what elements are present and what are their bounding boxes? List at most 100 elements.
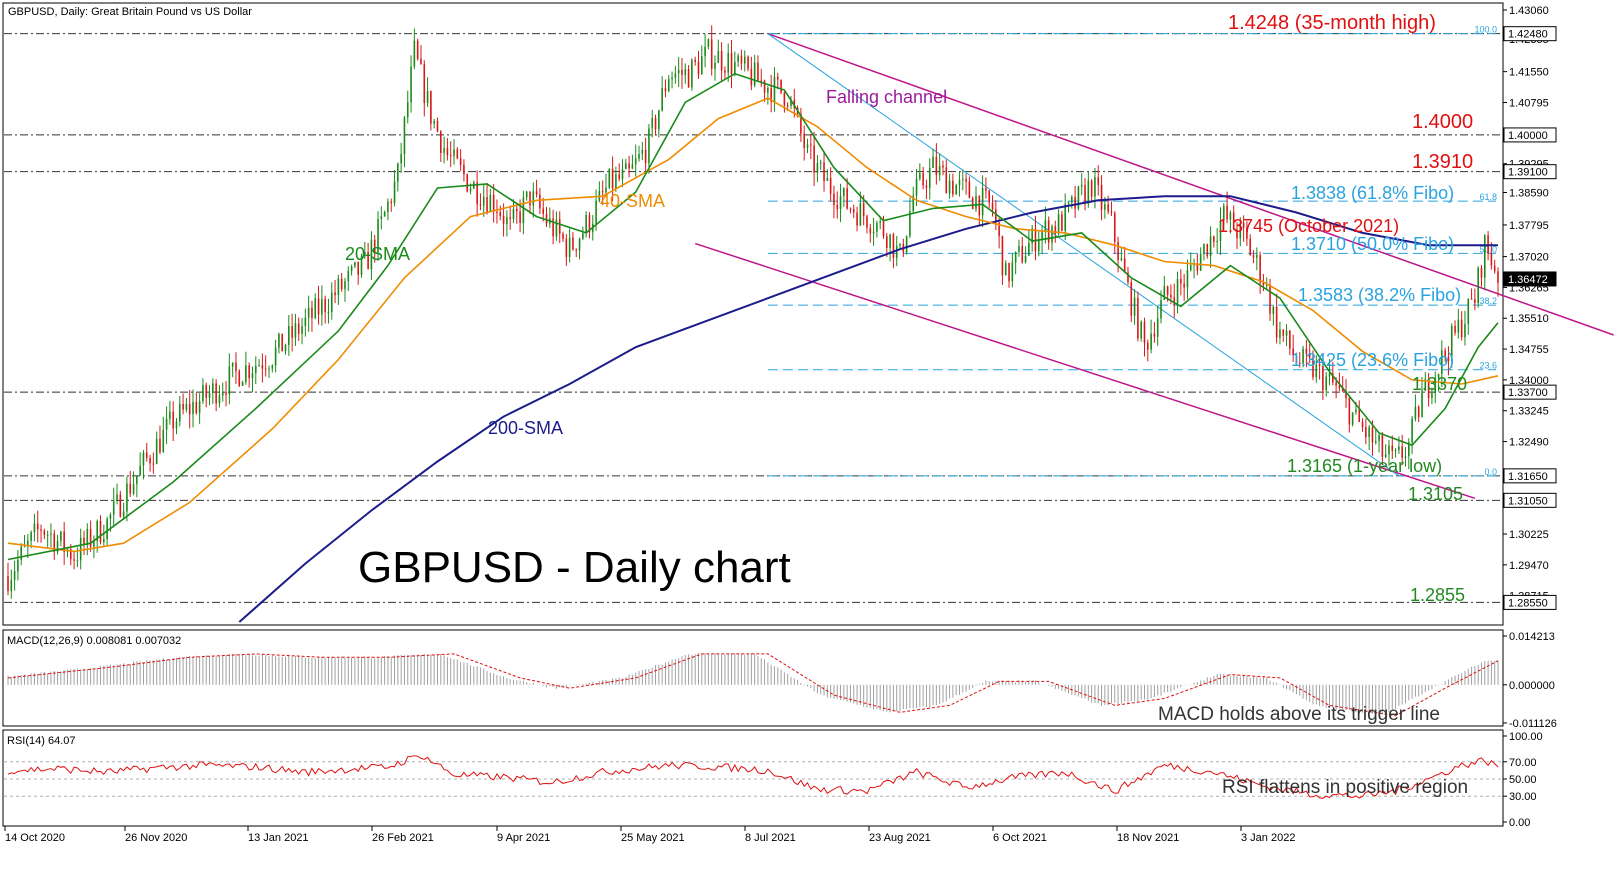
candle-body <box>1222 205 1225 221</box>
candle-body <box>985 187 987 191</box>
candle-body <box>625 163 627 169</box>
candle-body <box>935 156 938 176</box>
candle-body <box>1156 318 1159 337</box>
candle-body <box>397 163 399 182</box>
candle-body <box>667 79 670 92</box>
candle-body <box>304 317 307 327</box>
axis-layer: 1.430601.423551.415501.407951.400001.392… <box>4 5 1557 844</box>
candle-body <box>945 167 948 194</box>
candle-body <box>767 87 769 93</box>
candle-body <box>1087 180 1090 204</box>
candle-body <box>743 56 746 64</box>
candle-body <box>694 59 696 62</box>
candle-body <box>423 64 426 103</box>
candle-body <box>1110 211 1113 214</box>
candle-body <box>132 484 135 494</box>
candle-body <box>344 281 346 290</box>
candle-body <box>912 195 915 212</box>
candle-body <box>628 163 630 169</box>
candle-body <box>215 383 217 404</box>
candle-body <box>1338 385 1341 388</box>
candle-body <box>347 271 350 282</box>
candle-body <box>932 156 934 168</box>
candle-body <box>1011 262 1014 282</box>
candle-body <box>988 190 991 203</box>
candle-body <box>1061 214 1063 231</box>
candle-body <box>119 494 122 517</box>
x-tick-label: 26 Nov 2020 <box>125 832 187 844</box>
candle-body <box>291 326 293 338</box>
candle-body <box>539 194 541 209</box>
candle-body <box>1434 377 1437 394</box>
candle-body <box>661 88 663 111</box>
annotation-fibo236: 1.3425 (23.6% Fibo) <box>1291 350 1454 370</box>
candle-body <box>235 362 237 372</box>
candle-body <box>704 46 706 57</box>
candle-body <box>565 238 568 257</box>
candle-body <box>525 191 528 198</box>
candle-body <box>1246 227 1248 239</box>
candle-body <box>714 62 716 69</box>
candle-body <box>1130 282 1133 316</box>
candle-body <box>1018 246 1020 252</box>
candle-body <box>380 216 383 219</box>
candle-body <box>866 216 868 228</box>
candle-body <box>56 540 59 552</box>
candle-body <box>1265 284 1268 286</box>
candle-body <box>588 215 591 233</box>
candle-body <box>1051 226 1053 243</box>
candle-body <box>1431 393 1433 399</box>
candle-body <box>1037 240 1040 252</box>
candle-body <box>60 531 62 541</box>
candle-body <box>1113 213 1116 242</box>
candle-body <box>813 145 815 173</box>
candle-body <box>159 438 161 453</box>
candle-body <box>162 429 165 453</box>
candle-body <box>634 158 637 165</box>
candle-body <box>13 571 16 580</box>
candle-body <box>856 212 858 226</box>
y-tick-label: 1.37795 <box>1509 220 1549 232</box>
candle-body <box>1249 238 1252 256</box>
annotation-sma20: 20-SMA <box>345 244 410 264</box>
candle-body <box>112 500 115 515</box>
candle-body <box>278 333 280 348</box>
candle-body <box>212 383 214 394</box>
candle-body <box>819 162 822 164</box>
candle-body <box>288 326 290 345</box>
candle-body <box>882 221 885 237</box>
candle-body <box>1332 373 1334 383</box>
candle-body <box>271 365 274 369</box>
fibo-pct-label: 23.6 <box>1479 361 1497 371</box>
candle-body <box>1335 382 1337 386</box>
candle-body <box>1345 391 1347 399</box>
macd-panel-frame <box>2 629 1504 727</box>
candle-body <box>1094 177 1096 197</box>
price-level-label: 1.28550 <box>1508 597 1548 609</box>
price-level-box <box>1503 594 1557 610</box>
candle-body <box>1150 333 1152 350</box>
candle-body <box>46 534 49 536</box>
candle-body <box>790 99 792 106</box>
y-tick-label: 1.37020 <box>1509 252 1549 264</box>
y-tick-label: 1.41550 <box>1509 67 1549 79</box>
candle-body <box>1477 267 1479 304</box>
candle-body <box>677 69 680 74</box>
candle-body <box>615 174 617 189</box>
candle-body <box>106 518 108 539</box>
candle-body <box>734 61 736 74</box>
candle-body <box>1226 205 1228 220</box>
rsi-y-tick-label: 70.00 <box>1509 757 1537 769</box>
candle-body <box>961 179 964 181</box>
candle-body <box>301 326 303 334</box>
candle-body <box>1457 319 1460 333</box>
candle-body <box>354 261 356 267</box>
candle-body <box>449 155 452 157</box>
candle-body <box>1414 406 1417 419</box>
x-tick-label: 14 Oct 2020 <box>5 832 65 844</box>
fibo-pct-label: 61.8 <box>1479 192 1497 202</box>
candle-body <box>321 299 323 315</box>
candle-body <box>618 174 620 179</box>
candle-body <box>1203 244 1205 254</box>
candle-body <box>1097 177 1100 185</box>
